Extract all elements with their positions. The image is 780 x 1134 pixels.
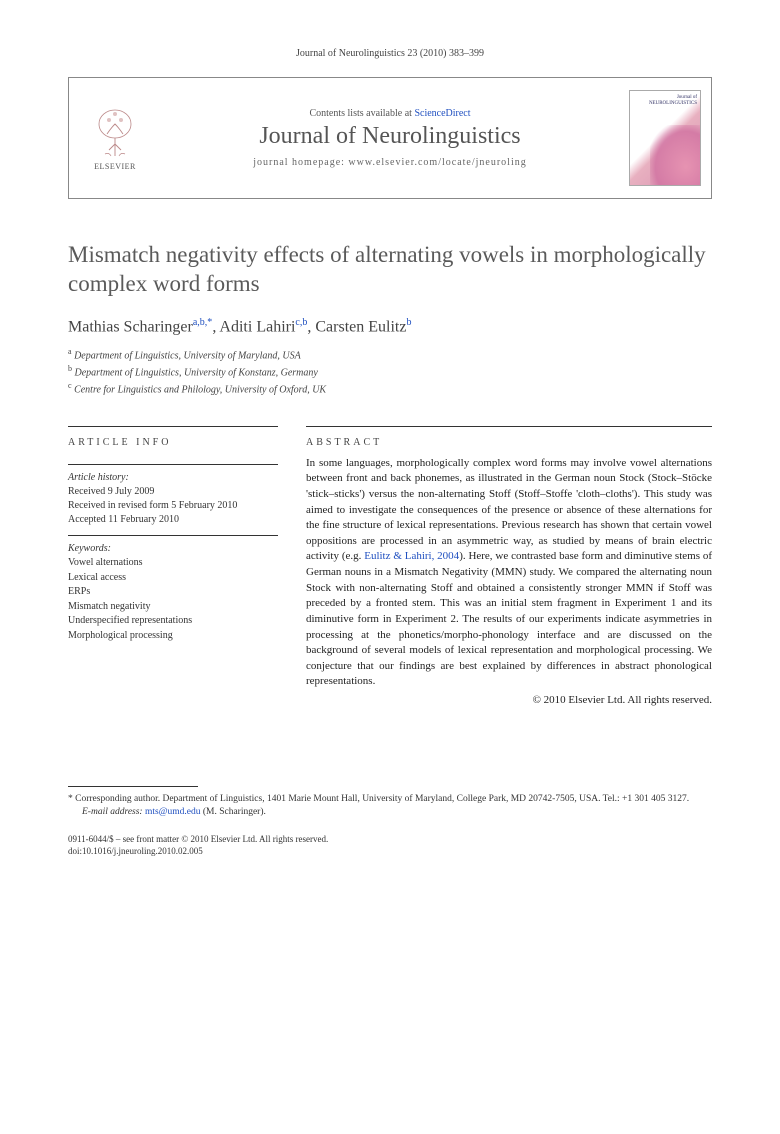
corr-address: Department of Linguistics, 1401 Marie Mo… — [162, 794, 689, 804]
keywords-block: Keywords: Vowel alternations Lexical acc… — [68, 542, 278, 644]
corresponding-author-footnote: * Corresponding author. Department of Li… — [68, 793, 712, 806]
abstract-text-2: ). Here, we contrasted base form and dim… — [306, 550, 712, 687]
doi-line: doi:10.1016/j.jneuroling.2010.02.005 — [68, 845, 712, 857]
cover-thumbnail-box: Journal of NEUROLINGUISTICS — [619, 78, 711, 198]
author-1-affil-sup[interactable]: a,b,* — [193, 317, 212, 328]
issn-copyright-line: 0911-6044/$ – see front matter © 2010 El… — [68, 833, 712, 845]
article-title: Mismatch negativity effects of alternati… — [68, 241, 712, 299]
citation-link[interactable]: Eulitz & Lahiri, 2004 — [364, 550, 459, 562]
corr-label: * Corresponding author. — [68, 794, 162, 804]
elsevier-logo: ELSEVIER — [84, 102, 146, 174]
contents-available-line: Contents lists available at ScienceDirec… — [309, 108, 470, 119]
email-footnote: E-mail address: mts@umd.edu (M. Scharing… — [68, 806, 712, 819]
article-info-heading: ARTICLE INFO — [68, 426, 278, 456]
article-info-column: ARTICLE INFO Article history: Received 9… — [68, 426, 278, 706]
email-label: E-mail address: — [82, 807, 145, 817]
running-header: Journal of Neurolinguistics 23 (2010) 38… — [68, 48, 712, 59]
journal-cover-thumbnail: Journal of NEUROLINGUISTICS — [629, 90, 701, 186]
journal-homepage: journal homepage: www.elsevier.com/locat… — [253, 156, 527, 169]
author-2-affil-sup[interactable]: c,b — [295, 317, 307, 328]
publisher-name: ELSEVIER — [94, 162, 136, 171]
accepted-date: Accepted 11 February 2010 — [68, 513, 278, 527]
sciencedirect-link[interactable]: ScienceDirect — [414, 108, 470, 119]
abstract-body: In some languages, morphologically compl… — [306, 456, 712, 690]
keyword: Underspecified representations — [68, 614, 278, 629]
abstract-column: ABSTRACT In some languages, morphologica… — [306, 426, 712, 706]
two-column-region: ARTICLE INFO Article history: Received 9… — [68, 426, 712, 706]
affiliation-b: b Department of Linguistics, University … — [68, 363, 712, 380]
author-list: Mathias Scharingera,b,*, Aditi Lahiric,b… — [68, 317, 712, 336]
received-date: Received 9 July 2009 — [68, 485, 278, 499]
banner-center: Contents lists available at ScienceDirec… — [161, 78, 619, 198]
journal-banner: ELSEVIER Contents lists available at Sci… — [68, 77, 712, 199]
divider — [68, 464, 278, 465]
keyword: Morphological processing — [68, 629, 278, 644]
affiliation-a: a Department of Linguistics, University … — [68, 346, 712, 363]
email-suffix: (M. Scharinger). — [200, 807, 265, 817]
affiliations: a Department of Linguistics, University … — [68, 346, 712, 398]
copyright-line: © 2010 Elsevier Ltd. All rights reserved… — [306, 694, 712, 706]
author-1: Mathias Scharinger — [68, 318, 193, 335]
author-2: , Aditi Lahiri — [212, 318, 295, 335]
email-link[interactable]: mts@umd.edu — [145, 807, 200, 817]
keyword: Mismatch negativity — [68, 600, 278, 615]
journal-name: Journal of Neurolinguistics — [259, 123, 520, 150]
contents-prefix: Contents lists available at — [309, 108, 414, 119]
footnote-rule — [68, 786, 198, 787]
article-history: Article history: Received 9 July 2009 Re… — [68, 471, 278, 527]
affiliation-c: c Centre for Linguistics and Philology, … — [68, 380, 712, 397]
publisher-logo-box: ELSEVIER — [69, 78, 161, 198]
keywords-label: Keywords: — [68, 542, 278, 557]
abstract-heading: ABSTRACT — [306, 426, 712, 456]
cover-title-text: Journal of NEUROLINGUISTICS — [630, 91, 700, 110]
author-3: , Carsten Eulitz — [307, 318, 406, 335]
revised-date: Received in revised form 5 February 2010 — [68, 499, 278, 513]
abstract-text-1: In some languages, morphologically compl… — [306, 457, 712, 563]
elsevier-tree-icon — [91, 106, 139, 160]
keyword: ERPs — [68, 585, 278, 600]
keyword: Lexical access — [68, 571, 278, 586]
divider — [68, 535, 278, 536]
keyword: Vowel alternations — [68, 556, 278, 571]
footer-block: 0911-6044/$ – see front matter © 2010 El… — [68, 833, 712, 857]
history-label: Article history: — [68, 471, 278, 485]
author-3-affil-sup[interactable]: b — [406, 317, 411, 328]
